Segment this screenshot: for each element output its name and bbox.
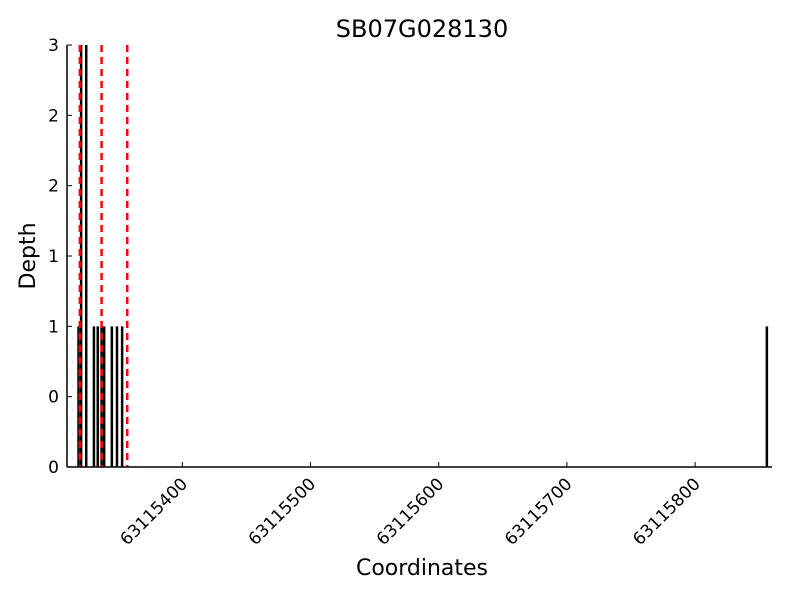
y-tick-label: 1 <box>48 317 59 337</box>
depth-bars <box>77 45 769 467</box>
x-axis-ticks: 63115400 63115500 63115600 63115700 63115800 <box>117 462 705 550</box>
reference-lines <box>78 45 129 467</box>
x-tick-label: 63115800 <box>629 474 704 549</box>
y-tick-label: 0 <box>48 388 59 408</box>
y-axis-ticks: 0 0 1 1 2 2 3 <box>48 36 72 478</box>
x-tick-label: 63115400 <box>117 474 192 549</box>
y-tick-label: 1 <box>48 247 59 267</box>
y-axis-label: Depth <box>16 222 41 289</box>
y-tick-label: 2 <box>48 177 59 197</box>
x-tick-label: 63115700 <box>501 474 576 549</box>
y-tick-label: 3 <box>48 36 59 56</box>
chart-title: SB07G028130 <box>336 15 508 43</box>
x-tick-label: 63115600 <box>373 474 448 549</box>
x-tick-label: 63115500 <box>245 474 320 549</box>
y-tick-label: 0 <box>48 458 59 478</box>
x-axis-label: Coordinates <box>356 556 488 581</box>
y-tick-label: 2 <box>48 106 59 126</box>
